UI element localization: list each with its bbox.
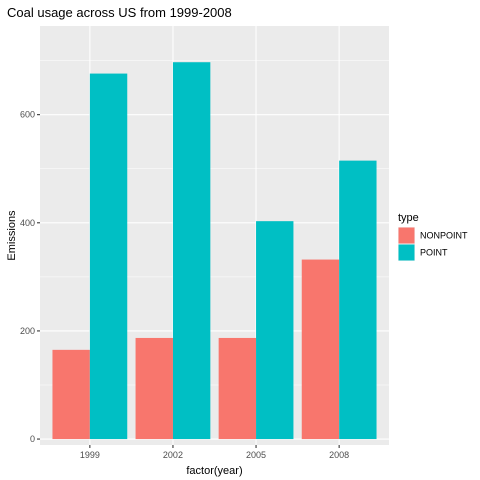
x-tick-label: 2005 [246, 450, 266, 460]
y-tick-label: 0 [30, 434, 35, 444]
y-axis-title: Emissions [6, 210, 18, 261]
x-axis-title: factor(year) [186, 465, 242, 477]
bar-point-1999 [89, 73, 128, 440]
y-tick-label: 600 [20, 110, 35, 120]
bar-point-2008 [339, 160, 377, 440]
y-axis: 0 200 400 600 [20, 110, 40, 444]
bar-nonpoint-2002 [135, 337, 173, 440]
legend: type NONPOINT POINT [398, 212, 468, 261]
y-tick-label: 400 [20, 218, 35, 228]
x-tick-label: 2008 [329, 450, 349, 460]
bar-nonpoint-2008 [301, 259, 340, 440]
legend-items: NONPOINT POINT [398, 227, 468, 261]
chart-title: Coal usage across US from 1999-2008 [7, 5, 232, 20]
bar-point-2005 [256, 221, 294, 440]
legend-label-point: POINT [420, 248, 448, 258]
x-tick-label: 1999 [80, 450, 100, 460]
y-tick-label: 200 [20, 326, 35, 336]
bar-nonpoint-1999 [52, 349, 90, 440]
legend-swatch-nonpoint [398, 227, 415, 244]
x-tick-label: 2002 [163, 450, 183, 460]
legend-title: type [398, 212, 419, 224]
bars [52, 62, 377, 440]
bar-nonpoint-2005 [218, 337, 257, 440]
x-axis: 1999 2002 2005 2008 [80, 445, 349, 460]
bar-point-2002 [172, 62, 211, 440]
legend-swatch-point [398, 244, 415, 261]
legend-label-nonpoint: NONPOINT [420, 231, 468, 241]
